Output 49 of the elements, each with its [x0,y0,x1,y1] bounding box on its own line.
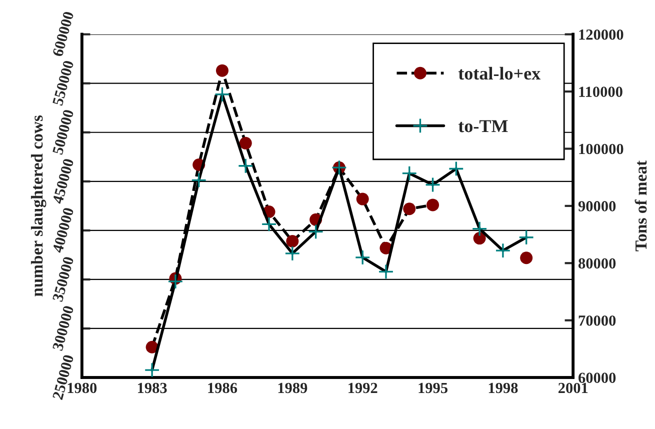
point [448,160,464,177]
point [402,166,418,182]
y2-tick-label: 70000 [578,315,616,326]
y2-axis-title: Tons of meat [634,160,647,252]
y2-tick-label: 100000 [579,144,624,154]
legend-label: to-TM [458,120,508,132]
y2-tick-label: 80000 [578,258,616,269]
y-tick-label: 450000 [52,158,74,204]
point [191,172,207,188]
y2-tick-label: 110000 [579,86,622,97]
x-tick-label: 1989 [278,382,308,394]
point [284,246,300,262]
point [495,242,511,258]
y-tick-label: 600000 [52,11,74,57]
x-tick-label: 1983 [138,382,167,394]
point [518,230,534,246]
point [239,136,252,150]
point [216,64,228,77]
point [403,202,416,216]
x-tick-label: 2001 [558,382,588,394]
point [424,176,441,193]
point [286,234,299,248]
point [426,198,440,212]
point [144,362,160,378]
y2-tick-label: 60000 [578,372,616,383]
point [473,232,486,245]
point [354,250,370,266]
y-axis-title: number slaughtered cows [30,115,46,296]
point [261,216,277,232]
y-tick-label: 350000 [52,256,74,302]
y2-tick-label: 120000 [579,29,624,40]
point [214,86,230,102]
point [472,221,488,237]
x-tick-label: 1995 [418,382,448,394]
x-tick-label: 1992 [348,382,378,394]
y-tick-label: 400000 [52,207,74,254]
point [356,192,369,206]
y-tick-label: 300000 [52,305,74,352]
y-tick-label: 550000 [52,60,74,106]
y-tick-label: 500000 [52,109,74,155]
x-tick-label: 1998 [488,382,518,394]
legend-label: total-lo+ex [458,66,541,80]
point [168,274,184,290]
point [238,158,254,174]
point [308,224,324,240]
x-tick-label: 1986 [208,382,238,394]
point [520,252,533,264]
y2-tick-label: 90000 [578,201,616,212]
point [378,264,394,280]
